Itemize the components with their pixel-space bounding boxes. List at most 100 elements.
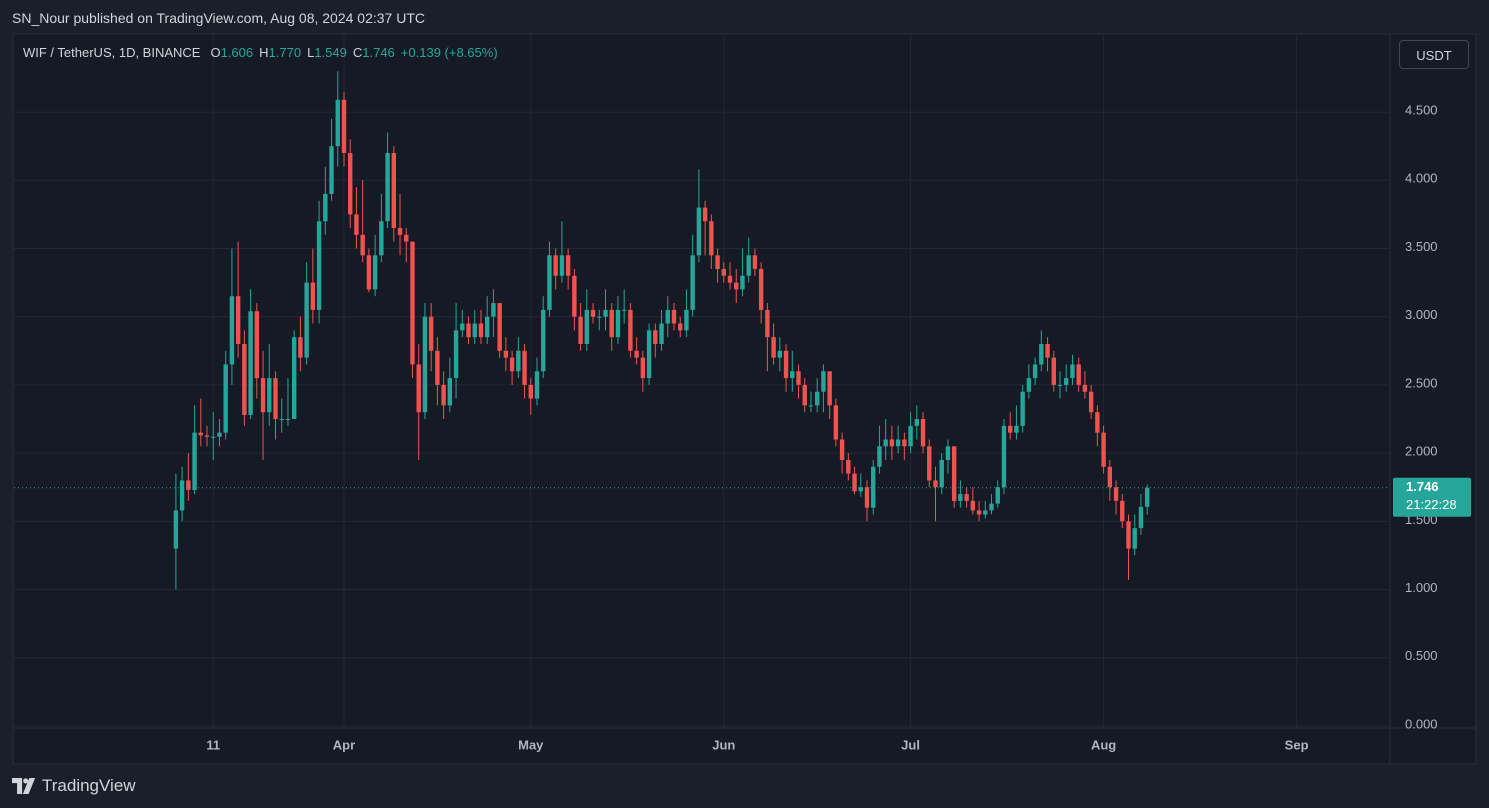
candle-body [242, 343, 247, 415]
candle-body [223, 364, 228, 433]
candle-body [254, 311, 260, 379]
change: +0.139 (+8.65%) [400, 45, 498, 60]
candle-body [441, 384, 446, 406]
candle-body [839, 439, 845, 460]
candle-body [964, 494, 969, 501]
low-value: 1.549 [314, 45, 347, 60]
candle-body [634, 350, 639, 358]
candle-body [1138, 506, 1144, 529]
candle-body [285, 419, 291, 421]
candle-body [827, 371, 832, 406]
candle-body [814, 391, 820, 406]
candle-body [846, 459, 851, 474]
candle-body [858, 487, 863, 492]
candle-body [565, 255, 571, 276]
candle-body [584, 309, 590, 344]
candle-body [179, 480, 185, 511]
candle-body [1032, 364, 1038, 379]
candle-body [1020, 391, 1025, 426]
x-tick-label: Aug [1091, 737, 1116, 752]
candle-body [404, 234, 409, 242]
candle-body [478, 323, 484, 338]
candle-body [684, 309, 689, 331]
candle-body [509, 357, 515, 372]
x-tick-label: May [518, 737, 544, 752]
logo-text: TradingView [42, 776, 136, 795]
candle-body [646, 330, 652, 379]
candle-body [298, 337, 303, 358]
candle-body [796, 371, 801, 385]
candle-body [877, 446, 882, 467]
currency-button[interactable]: USDT [1399, 40, 1469, 69]
candle-body [391, 153, 397, 229]
candle-body [428, 316, 434, 351]
axes: 0.0000.5001.0001.5002.0002.5003.0003.500… [14, 103, 1471, 752]
candle-body [933, 480, 938, 488]
y-tick-label: 3.500 [1405, 239, 1438, 254]
y-tick-label: 0.500 [1405, 648, 1438, 663]
candle-body [1107, 466, 1113, 488]
candle-body [908, 425, 913, 447]
candle-body [852, 473, 857, 492]
candle-body [895, 439, 901, 447]
candle-body [329, 146, 334, 194]
candle-body [746, 255, 751, 276]
candle-body [640, 357, 646, 379]
x-tick-label: 11 [206, 737, 220, 752]
candle-body [211, 436, 216, 438]
candle-body [204, 435, 210, 437]
x-tick-label: Sep [1285, 737, 1309, 752]
candle-body [528, 384, 533, 399]
footer: TradingView [12, 776, 136, 796]
candle-body [484, 316, 490, 338]
candle-body [1132, 528, 1137, 549]
candle-body [553, 255, 558, 276]
candle-body [248, 311, 253, 415]
candle-body [1026, 378, 1032, 392]
close-label: C [352, 45, 363, 60]
candle-body [279, 419, 284, 421]
open-label: O [210, 45, 221, 60]
candle-body [310, 282, 316, 310]
candle-body [348, 153, 353, 215]
candle-body [653, 330, 658, 344]
candle-body [989, 503, 994, 511]
y-tick-label: 4.000 [1405, 171, 1438, 186]
candle-body [497, 303, 502, 351]
candle-body [721, 268, 726, 276]
candle-body [1070, 364, 1075, 379]
x-tick-label: Apr [333, 737, 355, 752]
candle-body [920, 419, 926, 447]
candle-body [1001, 425, 1007, 488]
candle-body [472, 323, 477, 338]
candle-body [503, 350, 509, 358]
grid [14, 35, 1390, 728]
candle-body [186, 480, 191, 490]
candle-body [335, 99, 340, 147]
candle-body [173, 510, 179, 549]
candle-body [821, 371, 826, 392]
candle-body [597, 316, 602, 318]
x-tick-label: Jul [901, 737, 920, 752]
symbol: WIF / TetherUS, 1D, BINANCE [23, 45, 201, 60]
candle-body [883, 439, 888, 447]
candle-body [534, 371, 540, 399]
candle-body [1113, 487, 1119, 501]
candle-body [902, 439, 907, 447]
candle-body [783, 350, 789, 379]
candle-body [217, 432, 222, 437]
y-tick-label: 2.000 [1405, 444, 1438, 459]
candle-body [590, 309, 596, 317]
candle-body [267, 378, 272, 413]
candle-body [709, 221, 714, 256]
y-tick-label: 3.000 [1405, 307, 1438, 322]
candle-body [410, 241, 415, 365]
chart-frame [12, 33, 1477, 765]
candle-body [752, 255, 758, 269]
candle-body [621, 309, 627, 311]
candle-body [678, 323, 683, 331]
x-tick-label: Jun [712, 737, 735, 752]
close-value: 1.746 [362, 45, 395, 60]
candle-body [379, 221, 384, 256]
